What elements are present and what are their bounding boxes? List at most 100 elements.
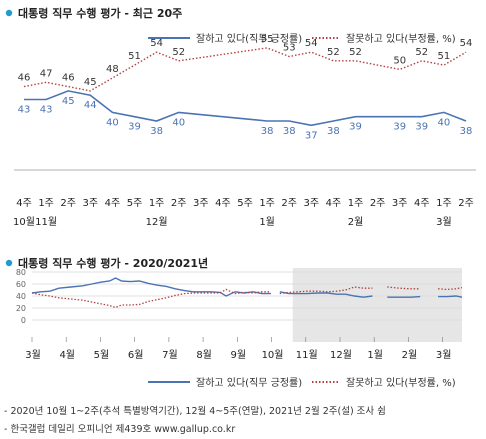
approve-data-label: 38	[327, 126, 340, 137]
disapprove-data-label: 47	[40, 68, 53, 79]
chart1-title: 대통령 직무 수행 평가 - 최근 20주	[18, 6, 182, 20]
disapprove-data-label: 51	[438, 51, 451, 62]
x-tick-label: 11월	[296, 349, 318, 361]
approve-line	[24, 90, 467, 127]
x-tick-label: 1주	[436, 198, 452, 209]
x-tick-label: 9월	[231, 349, 247, 361]
disapprove-data-label: 46	[62, 73, 75, 84]
legend-disapprove-label: 잘못하고 있다(부정률, %)	[346, 32, 456, 45]
footnote-source: - 한국갤럽 데일리 오피니언 제439호 www.gallup.co.kr	[4, 424, 236, 435]
x-tick-label: 4주	[105, 198, 121, 209]
x-tick-label: 12월	[330, 349, 352, 361]
y-tick-label: 80	[16, 268, 26, 277]
disapprove-data-label: 51	[128, 51, 141, 62]
disapprove-data-label: 46	[18, 73, 31, 84]
y-tick-label: 60	[16, 280, 26, 289]
disapprove-data-label: 53	[283, 43, 296, 54]
approve-data-label: 43	[40, 105, 53, 116]
month-label: 12월	[146, 216, 168, 228]
approve-data-label: 38	[150, 126, 163, 137]
x-tick-label: 2주	[370, 198, 386, 209]
legend-approve-label: 잘하고 있다(직무 긍정률)	[196, 32, 302, 45]
title-bullet-icon	[5, 9, 13, 17]
x-tick-label: 5주	[127, 198, 143, 209]
approve-line	[279, 291, 373, 298]
approve-data-label: 44	[84, 100, 97, 111]
disapprove-data-label: 54	[305, 38, 318, 49]
legend-approve-label: 잘하고 있다(직무 긍정률)	[196, 376, 302, 389]
x-tick-label: 2주	[281, 198, 297, 209]
x-tick-label: 4주	[414, 198, 430, 209]
x-tick-label: 1주	[348, 198, 364, 209]
x-tick-label: 3주	[193, 198, 209, 209]
disapprove-data-label: 50	[393, 55, 406, 66]
month-label: 1월	[259, 216, 275, 228]
x-tick-label: 6월	[128, 349, 144, 361]
month-label: 10월	[13, 216, 35, 228]
disapprove-data-label: 52	[349, 47, 362, 58]
approve-data-label: 38	[460, 126, 473, 137]
disapprove-line	[438, 286, 463, 291]
footnote-survey-gaps: - 2020년 10월 1~2주(추석 특별방역기간), 12월 4~5주(연말…	[4, 406, 386, 417]
x-tick-label: 3월	[436, 349, 452, 361]
x-tick-label: 3월	[25, 349, 41, 361]
approve-data-label: 40	[106, 117, 119, 128]
approve-data-label: 38	[283, 126, 296, 137]
disapprove-line	[31, 288, 271, 309]
x-tick-label: 4주	[16, 198, 32, 209]
month-label: 11월	[35, 216, 57, 228]
approve-data-label: 39	[349, 122, 362, 133]
approve-data-label: 45	[62, 96, 75, 107]
2020-2021-chart: 대통령 직무 수행 평가 - 2020/2021년 0 20 40 60 80 3월 4월…	[5, 256, 463, 389]
approve-data-label: 39	[393, 122, 406, 133]
disapprove-data-label: 52	[172, 47, 185, 58]
approve-data-label: 40	[172, 117, 185, 128]
x-tick-label: 7월	[162, 349, 178, 361]
x-tick-label: 4주	[326, 198, 342, 209]
month-label: 3월	[436, 216, 452, 228]
x-tick-label: 4주	[215, 198, 231, 209]
x-tick-label: 2주	[171, 198, 187, 209]
x-tick-label: 3주	[83, 198, 99, 209]
approve-data-label: 39	[415, 122, 428, 133]
x-tick-label: 1월	[367, 349, 383, 361]
approve-data-label: 37	[305, 130, 318, 141]
disapprove-data-label: 45	[84, 77, 97, 88]
y-tick-label: 40	[16, 292, 26, 301]
disapprove-data-label: 54	[150, 38, 163, 49]
disapprove-data-label: 54	[460, 38, 473, 49]
y-tick-label: 20	[16, 304, 26, 313]
approve-data-label: 39	[128, 122, 141, 133]
shaded-period	[292, 268, 462, 342]
x-tick-label: 2주	[60, 198, 76, 209]
approve-data-label: 38	[261, 126, 274, 137]
chart2-title: 대통령 직무 수행 평가 - 2020/2021년	[18, 256, 208, 270]
y-tick-label: 0	[21, 316, 26, 325]
x-tick-label: 1주	[149, 198, 165, 209]
x-tick-label: 2주	[458, 198, 474, 209]
month-label: 2월	[348, 216, 364, 228]
x-tick-label: 5주	[237, 198, 253, 209]
recent-20-weeks-chart: 대통령 직무 수행 평가 - 최근 20주 잘하고 있다(직무 긍정률) 잘못하…	[5, 6, 476, 228]
x-tick-label: 1주	[259, 198, 275, 209]
x-tick-label: 8월	[196, 349, 212, 361]
x-tick-label: 2월	[402, 349, 418, 361]
legend-disapprove-label: 잘못하고 있다(부정률, %)	[346, 376, 456, 389]
x-tick-label: 5월	[94, 349, 110, 361]
x-tick-label: 10월	[262, 349, 284, 361]
x-tick-label: 1주	[38, 198, 54, 209]
x-tick-label: 4월	[59, 349, 75, 361]
x-tick-label: 3주	[304, 198, 320, 209]
approve-line	[438, 295, 463, 298]
disapprove-data-label: 48	[106, 64, 119, 75]
x-tick-label: 3주	[392, 198, 408, 209]
disapprove-line	[23, 47, 467, 92]
approve-line	[387, 295, 421, 298]
approve-line	[31, 277, 271, 297]
disapprove-data-label: 52	[415, 47, 428, 58]
approve-data-label: 40	[438, 117, 451, 128]
approve-data-label: 43	[18, 105, 31, 116]
disapprove-data-label: 55	[261, 34, 274, 45]
disapprove-data-label: 52	[327, 47, 340, 58]
title-bullet-icon	[5, 259, 13, 267]
